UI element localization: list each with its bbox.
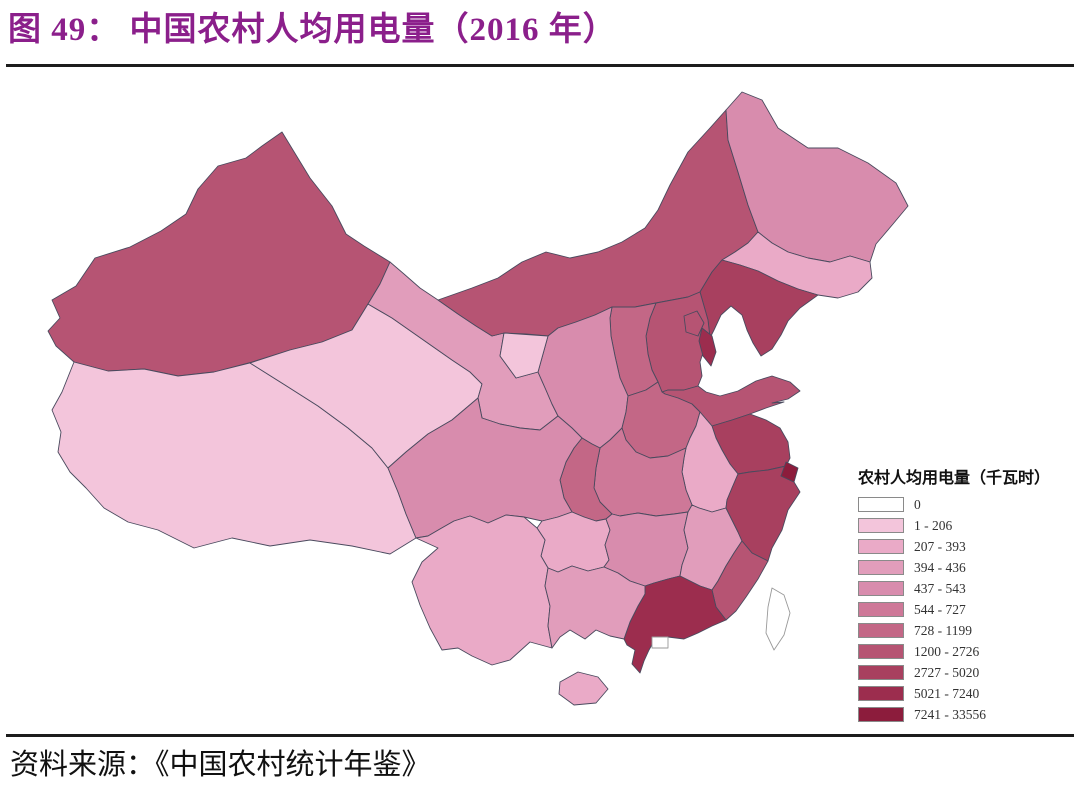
legend-swatch <box>858 707 904 722</box>
province-yunnan <box>411 514 553 666</box>
legend-label: 207 - 393 <box>914 538 966 554</box>
legend-title: 农村人均用电量（千瓦时） <box>858 470 1051 487</box>
source-line: 资料来源：《中国农村统计年鉴》 <box>10 749 431 781</box>
legend-swatch <box>858 686 904 701</box>
province-taiwan <box>765 587 791 651</box>
figure-title: 图 49： 中国农村人均用电量（2016 年） <box>8 12 617 48</box>
province-xizang <box>51 361 417 555</box>
legend-item: 5021 - 7240 <box>858 686 1050 701</box>
legend-label: 0 <box>914 496 921 512</box>
province-guangxi <box>544 565 646 649</box>
hongkong-macau-box <box>651 636 669 649</box>
legend-item: 1 - 206 <box>858 518 1050 533</box>
legend-swatch <box>858 665 904 680</box>
legend-label: 7241 - 33556 <box>914 706 986 722</box>
legend-swatch <box>858 560 904 575</box>
legend-swatch <box>858 644 904 659</box>
province-sichuan <box>387 397 583 539</box>
legend-item: 1200 - 2726 <box>858 644 1050 659</box>
legend-item: 0 <box>858 497 1050 512</box>
province-tianjin <box>698 327 717 367</box>
legend-item: 728 - 1199 <box>858 623 1050 638</box>
legend-items: 0 1 - 206 207 - 393 394 - 436 437 - 543 544 -… <box>858 497 1050 722</box>
legend-swatch <box>858 497 904 512</box>
province-guizhou <box>536 511 611 573</box>
legend-item: 437 - 543 <box>858 581 1050 596</box>
legend-swatch <box>858 602 904 617</box>
legend-swatch <box>858 539 904 554</box>
legend-label: 1 - 206 <box>914 517 953 533</box>
legend-label: 5021 - 7240 <box>914 685 980 701</box>
title-rule <box>6 64 1074 67</box>
legend-label: 2727 - 5020 <box>914 664 980 680</box>
map-legend: 农村人均用电量（千瓦时） 0 1 - 206 207 - 393 394 - 436 4… <box>858 464 1050 728</box>
province-beijing <box>683 310 705 337</box>
legend-item: 207 - 393 <box>858 539 1050 554</box>
province-shanghai <box>780 461 799 483</box>
legend-item: 544 - 727 <box>858 602 1050 617</box>
legend-label: 1200 - 2726 <box>914 643 980 659</box>
legend-item: 2727 - 5020 <box>858 665 1050 680</box>
legend-label: 394 - 436 <box>914 559 966 575</box>
legend-label: 728 - 1199 <box>914 622 972 638</box>
province-heilongjiang <box>725 91 909 263</box>
legend-label: 544 - 727 <box>914 601 966 617</box>
legend-item: 7241 - 33556 <box>858 707 1050 722</box>
legend-item: 394 - 436 <box>858 560 1050 575</box>
province-ningxia <box>499 332 549 379</box>
legend-label: 437 - 543 <box>914 580 966 596</box>
legend-swatch <box>858 518 904 533</box>
bottom-rule <box>6 734 1074 737</box>
legend-swatch <box>858 623 904 638</box>
legend-swatch <box>858 581 904 596</box>
province-hainan <box>558 671 609 706</box>
